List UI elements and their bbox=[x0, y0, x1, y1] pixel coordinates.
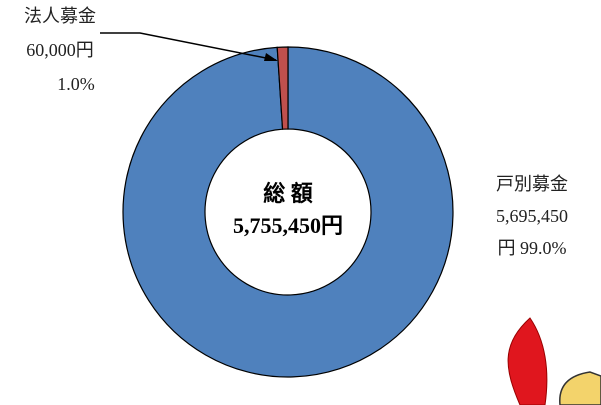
leader-arrow bbox=[264, 53, 278, 61]
percent-label: 1.0% bbox=[57, 74, 95, 94]
center-value: 5,755,450円 bbox=[233, 213, 343, 238]
value-label: 5,695,450 bbox=[496, 206, 568, 226]
value-label: 60,000円 bbox=[26, 40, 94, 60]
percent-label: 円 99.0% bbox=[498, 238, 567, 258]
category-label: 法人募金 bbox=[24, 6, 96, 26]
leader-line bbox=[100, 32, 277, 61]
slice bbox=[276, 46, 289, 130]
slice bbox=[122, 46, 454, 378]
decoration bbox=[507, 317, 601, 405]
category-label: 戸別募金 bbox=[496, 174, 568, 194]
center-title: 総 額 bbox=[263, 181, 313, 206]
